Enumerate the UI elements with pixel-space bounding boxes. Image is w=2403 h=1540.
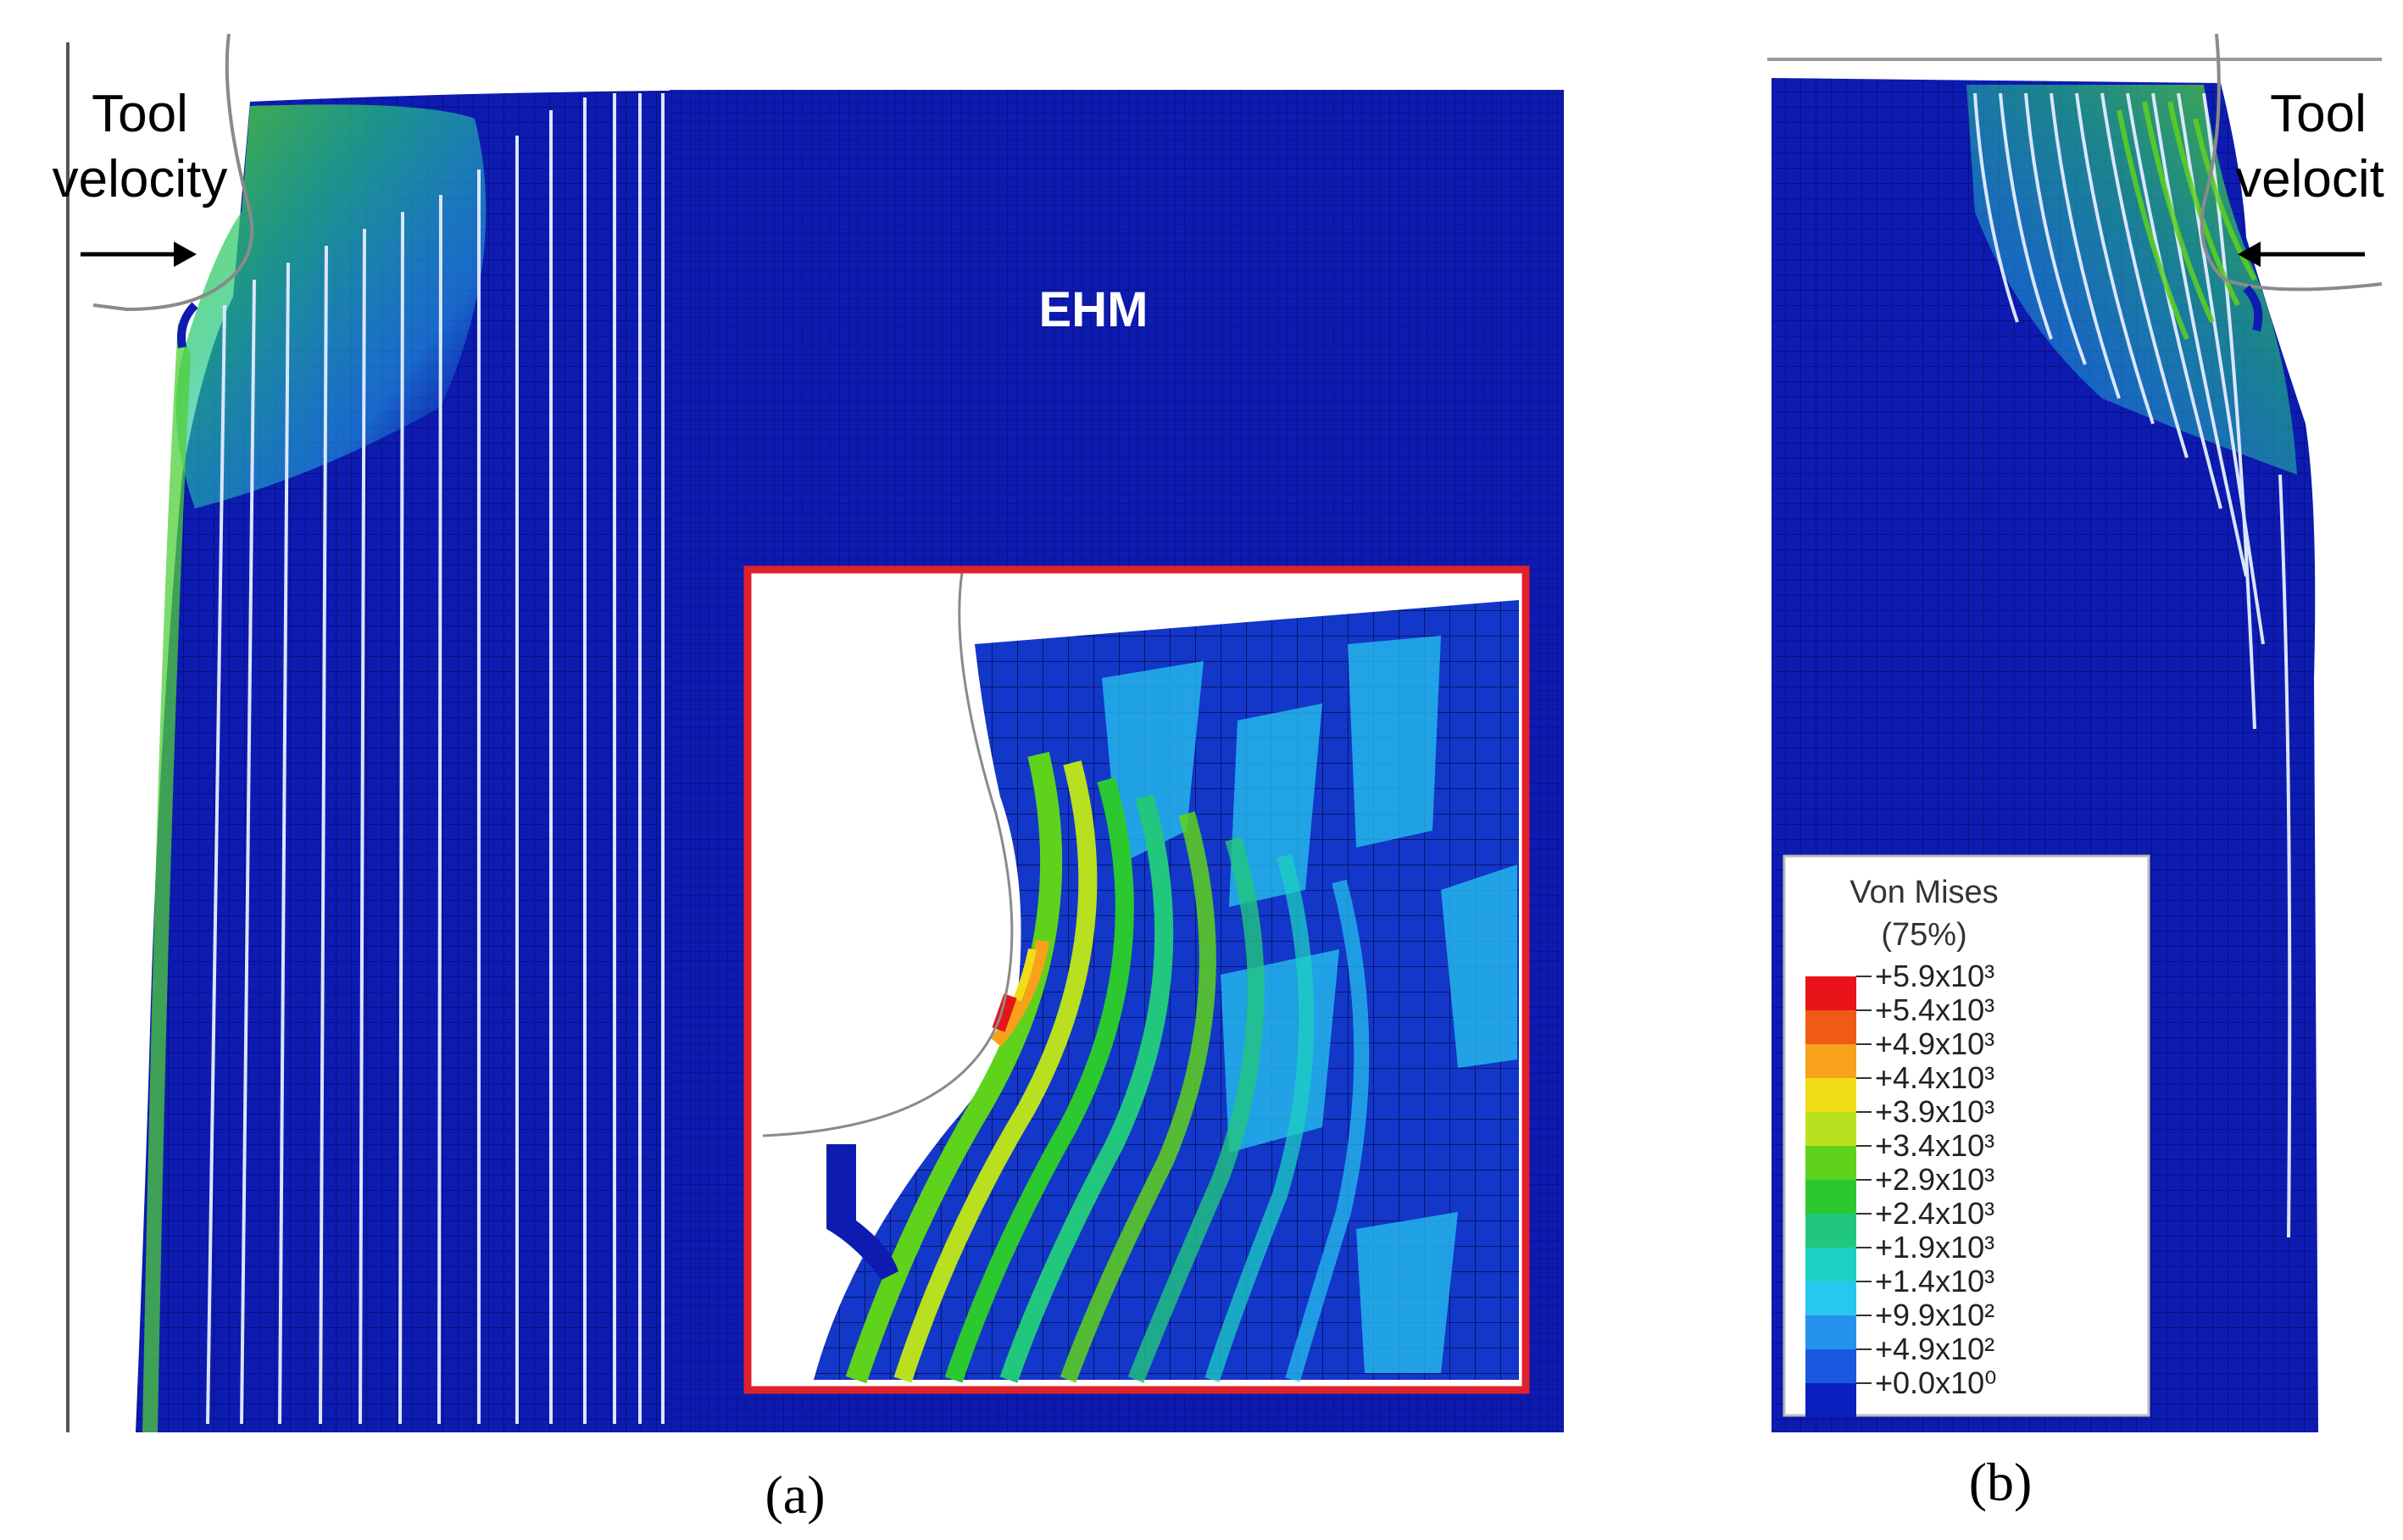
chip-curl-b <box>2243 285 2263 332</box>
tool-label-b-line2: velocit <box>2235 150 2384 208</box>
legend-swatch <box>1805 1214 1856 1248</box>
legend-title-line1: Von Mises <box>1850 875 1998 910</box>
legend-swatch <box>1805 976 1856 1010</box>
legend-level-label: +4.4x10³ <box>1875 1060 1994 1095</box>
velocity-arrow-left <box>2238 242 2365 267</box>
legend-level-label: +2.4x10³ <box>1875 1196 1994 1231</box>
legend-level-label: +2.9x10³ <box>1875 1162 1994 1197</box>
ehm-label: EHM <box>1039 282 1149 337</box>
deformed-edge-strip <box>142 322 191 1432</box>
legend-rows: +5.9x10³+5.4x10³+4.9x10³+4.4x10³+3.9x10³… <box>1805 959 1997 1417</box>
legend-level-label: +9.9x10² <box>1875 1298 1994 1332</box>
legend-swatch <box>1805 1078 1856 1112</box>
legend-level-label: +4.9x10³ <box>1875 1026 1994 1061</box>
velocity-arrow-right <box>81 242 197 267</box>
tool-label-line1: Tool <box>92 85 188 143</box>
legend-title-line2: (75%) <box>1881 917 1966 953</box>
shear-bands-b <box>2117 101 2257 341</box>
legend-level-label: +3.4x10³ <box>1875 1128 1994 1163</box>
legend-level-label: +3.9x10³ <box>1875 1094 1994 1129</box>
inset-frame <box>743 565 1530 1394</box>
legend-swatch <box>1805 1146 1856 1180</box>
legend-swatch <box>1805 1010 1856 1044</box>
panel-a: Tool velocity EHM <box>53 33 1564 1525</box>
legend-swatch <box>1805 1315 1856 1349</box>
separation-lines <box>206 93 665 1425</box>
caption-a: (a) <box>765 1465 825 1525</box>
legend-swatch <box>1805 1383 1856 1417</box>
inset-shear-bands <box>845 751 1370 1384</box>
legend-swatch <box>1805 1112 1856 1146</box>
chip-curl <box>177 302 198 348</box>
legend-swatch <box>1805 1044 1856 1078</box>
tool-label-b-line1: Tool <box>2270 85 2367 143</box>
legend-level-label: +1.4x10³ <box>1875 1264 1994 1298</box>
cutting-tool-outline <box>92 33 254 312</box>
legend-level-label: +4.9x10² <box>1875 1332 1994 1366</box>
legend-swatch <box>1805 1349 1856 1383</box>
legend-swatch <box>1805 1281 1856 1315</box>
legend: Von Mises (75%) +5.9x10³+5.4x10³+4.9x10³… <box>1783 854 2150 1417</box>
legend-swatch <box>1805 1248 1856 1281</box>
legend-level-label: +1.9x10³ <box>1875 1230 1994 1265</box>
legend-level-label: +5.4x10³ <box>1875 992 1994 1027</box>
legend-swatch <box>1805 1180 1856 1214</box>
cutting-tool-outline-b <box>2200 33 2383 292</box>
panel-b: Tool velocit Von Mises (75%) +5.9x10³+5.… <box>1767 33 2384 1512</box>
inset-zoom <box>743 565 1530 1394</box>
caption-b: (b) <box>1969 1452 2033 1512</box>
legend-level-label: +0.0x10⁰ <box>1875 1365 1997 1400</box>
inset-tool-outline <box>762 571 1014 1137</box>
legend-level-label: +5.9x10³ <box>1875 959 1994 993</box>
tool-label-line2: velocity <box>53 150 228 208</box>
inset-chip-fragment <box>826 1144 898 1280</box>
